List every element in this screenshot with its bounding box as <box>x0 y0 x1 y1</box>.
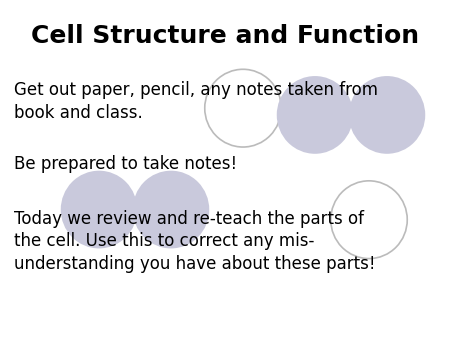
Ellipse shape <box>277 76 353 154</box>
Text: Be prepared to take notes!: Be prepared to take notes! <box>14 155 237 173</box>
Ellipse shape <box>133 171 209 248</box>
Ellipse shape <box>205 69 281 147</box>
Ellipse shape <box>61 171 137 248</box>
Ellipse shape <box>349 76 425 154</box>
Text: Cell Structure and Function: Cell Structure and Function <box>31 24 419 48</box>
Text: Today we review and re-teach the parts of
the cell. Use this to correct any mis-: Today we review and re-teach the parts o… <box>14 210 375 273</box>
Ellipse shape <box>331 181 407 259</box>
Text: Get out paper, pencil, any notes taken from
book and class.: Get out paper, pencil, any notes taken f… <box>14 81 378 122</box>
